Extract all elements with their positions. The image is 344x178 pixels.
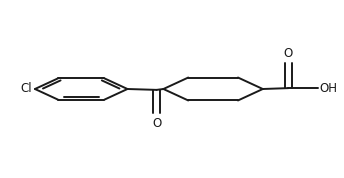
Text: Cl: Cl <box>21 82 32 96</box>
Text: O: O <box>152 117 161 130</box>
Text: OH: OH <box>319 82 337 95</box>
Text: O: O <box>284 47 293 60</box>
